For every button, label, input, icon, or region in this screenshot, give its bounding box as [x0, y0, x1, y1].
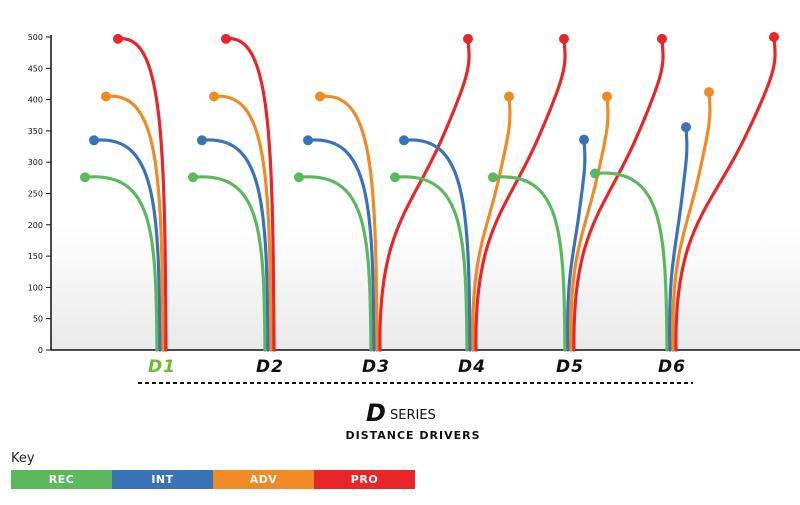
- flight-path-pro-d3: [378, 37, 471, 352]
- flight-path-pro-d1: [116, 37, 168, 352]
- disc-labels: D1 D2 D3 D4 D5 D6: [148, 357, 686, 377]
- series-title-word: SERIES: [390, 408, 436, 423]
- flight-path-rec-d1: [83, 175, 159, 352]
- flight-end-point-int-d4: [399, 135, 409, 146]
- flight-end-point-rec-d5: [488, 172, 498, 183]
- key-rec: REC: [11, 470, 112, 489]
- flight-path-rec-d2: [191, 175, 267, 352]
- y-tick-label: 450: [28, 64, 43, 73]
- flight-end-point-rec-d4: [390, 172, 400, 183]
- flight-paths: [80, 32, 779, 352]
- y-tick-label: 200: [28, 221, 43, 230]
- flight-end-point-rec-d3: [294, 172, 304, 183]
- key-title: Key: [11, 451, 35, 466]
- y-tick-label: 300: [28, 158, 43, 167]
- flight-path-adv-d4: [471, 94, 512, 352]
- flight-path-adv-d1: [104, 94, 165, 352]
- series-logo-letter: D: [366, 399, 386, 427]
- flight-end-point-int-d6: [681, 122, 691, 133]
- series-title: D SERIES DISTANCE DRIVERS: [345, 399, 480, 442]
- flight-path-pro-d4: [474, 37, 567, 352]
- flight-end-point-adv-d2: [209, 91, 219, 102]
- y-tick-label: 400: [28, 96, 43, 105]
- flight-path-int-d5: [566, 138, 587, 352]
- y-tick-label: 150: [28, 252, 43, 261]
- disc-label-d2: D2: [256, 357, 284, 377]
- flight-path-int-d1: [92, 138, 162, 352]
- key-adv: ADV: [213, 470, 314, 489]
- flight-path-rec-d6: [593, 171, 669, 352]
- flight-path-int-d2: [200, 138, 270, 352]
- flight-end-point-int-d1: [89, 135, 99, 146]
- disc-label-d5: D5: [556, 357, 584, 377]
- flight-end-point-adv-d1: [101, 91, 111, 102]
- flight-path-int-d4: [402, 138, 472, 352]
- key-int: INT: [112, 470, 213, 489]
- flight-end-point-pro-d2: [221, 33, 231, 44]
- flight-path-pro-d6: [674, 35, 777, 352]
- y-tick-label: 100: [28, 283, 43, 292]
- flight-end-point-int-d3: [303, 135, 313, 146]
- flight-path-rec-d3: [297, 175, 373, 352]
- y-tick-label: 500: [28, 33, 43, 42]
- flight-end-point-pro-d5: [657, 33, 667, 44]
- flight-end-point-pro-d6: [769, 32, 779, 42]
- flight-path-adv-d5: [569, 94, 610, 352]
- disc-label-d4: D4: [458, 357, 486, 377]
- disc-label-d3: D3: [362, 357, 390, 377]
- flight-end-point-adv-d4: [504, 91, 514, 102]
- flight-end-point-rec-d6: [590, 168, 600, 179]
- series-subtitle: DISTANCE DRIVERS: [345, 429, 480, 442]
- y-tick-label: 0: [38, 346, 43, 355]
- flight-end-point-pro-d3: [463, 33, 473, 44]
- flight-end-point-int-d5: [579, 134, 589, 145]
- flight-path-adv-d6: [671, 90, 712, 352]
- flight-end-point-pro-d1: [113, 33, 123, 44]
- key-bar: REC INT ADV PRO: [11, 470, 415, 489]
- flight-end-point-rec-d1: [80, 172, 90, 183]
- flight-end-point-adv-d6: [704, 87, 714, 98]
- flight-path-rec-d5: [491, 175, 567, 352]
- flight-path-pro-d2: [224, 37, 276, 352]
- flight-end-point-int-d2: [197, 135, 207, 146]
- flight-path-pro-d5: [572, 37, 665, 352]
- y-tick-label: 250: [28, 190, 43, 199]
- flight-end-point-pro-d4: [559, 33, 569, 44]
- y-tick-label: 50: [33, 315, 43, 324]
- y-tick-label: 350: [28, 127, 43, 136]
- flight-end-point-adv-d3: [315, 91, 325, 102]
- flight-path-adv-d3: [318, 94, 379, 352]
- flight-path-rec-d4: [393, 175, 469, 352]
- flight-end-point-rec-d2: [188, 172, 198, 183]
- flight-path-adv-d2: [212, 94, 273, 352]
- disc-label-d1: D1: [148, 357, 176, 377]
- key-pro: PRO: [314, 470, 415, 489]
- flight-path-int-d6: [668, 125, 689, 352]
- flight-path-int-d3: [306, 138, 376, 352]
- flight-end-point-adv-d5: [602, 91, 612, 102]
- disc-label-d6: D6: [658, 357, 686, 377]
